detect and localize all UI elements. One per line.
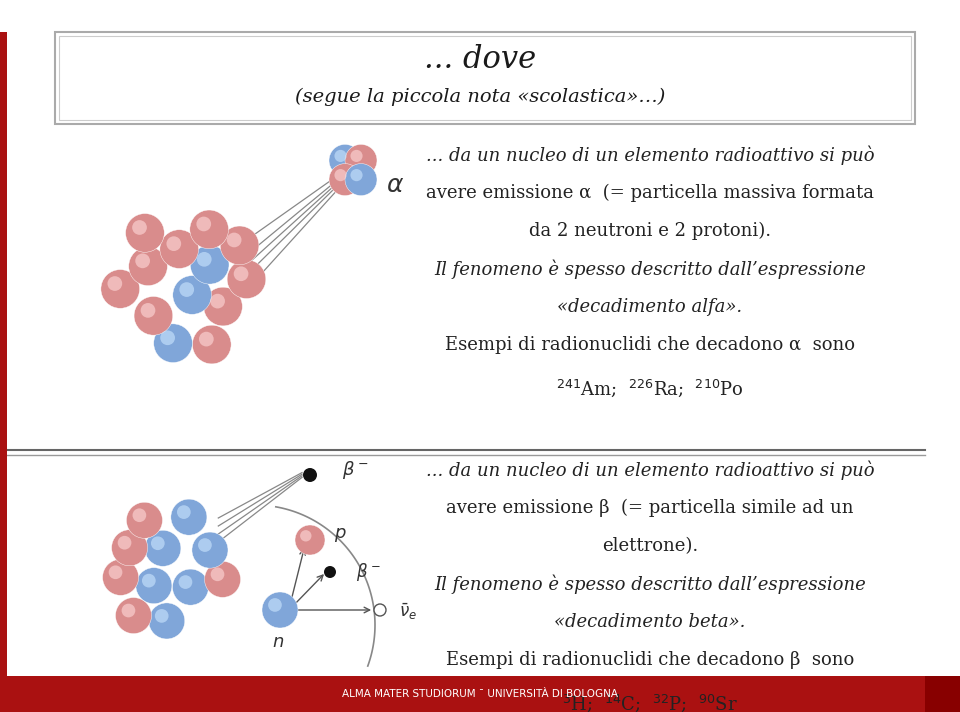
Circle shape: [220, 226, 259, 265]
Circle shape: [160, 330, 175, 345]
Text: $\beta^-$: $\beta^-$: [355, 561, 380, 583]
Text: $\alpha$: $\alpha$: [386, 174, 404, 197]
Circle shape: [135, 253, 150, 268]
Circle shape: [300, 530, 311, 542]
Circle shape: [145, 530, 180, 566]
Text: $^{3}$H;  $^{14}$C;  $^{32}$P;  $^{90}$Sr: $^{3}$H; $^{14}$C; $^{32}$P; $^{90}$Sr: [562, 692, 738, 712]
Circle shape: [197, 216, 211, 231]
Circle shape: [154, 324, 192, 362]
Circle shape: [160, 230, 199, 268]
Circle shape: [149, 603, 184, 639]
Circle shape: [132, 220, 147, 235]
Circle shape: [180, 282, 194, 297]
Circle shape: [135, 567, 172, 604]
Circle shape: [329, 164, 361, 196]
Circle shape: [228, 260, 266, 298]
Text: $p$: $p$: [334, 526, 347, 544]
Text: ... dove: ... dove: [424, 44, 536, 75]
Circle shape: [350, 169, 363, 181]
Circle shape: [262, 592, 298, 628]
Circle shape: [204, 561, 241, 597]
Text: «decadimento beta».: «decadimento beta».: [554, 613, 746, 631]
Circle shape: [101, 270, 139, 308]
Circle shape: [210, 294, 225, 308]
Circle shape: [108, 565, 123, 579]
Circle shape: [374, 604, 386, 616]
Circle shape: [329, 145, 361, 177]
Text: $^{241}$Am;  $^{226}$Ra;  $^{210}$Po: $^{241}$Am; $^{226}$Ra; $^{210}$Po: [556, 377, 744, 399]
Circle shape: [295, 525, 325, 555]
Circle shape: [334, 169, 347, 181]
Text: «decadimento alfa».: «decadimento alfa».: [558, 298, 743, 316]
Circle shape: [142, 574, 156, 587]
Circle shape: [233, 266, 249, 281]
Circle shape: [155, 609, 169, 623]
Text: ALMA MATER STUDIORUM ¯ UNIVERSITÀ DI BOLOGNA: ALMA MATER STUDIORUM ¯ UNIVERSITÀ DI BOL…: [342, 689, 618, 699]
Circle shape: [103, 560, 138, 595]
Bar: [925, 676, 960, 712]
Circle shape: [173, 276, 211, 314]
Text: Il fenomeno è spesso descritto dall’espressione: Il fenomeno è spesso descritto dall’espr…: [434, 575, 866, 594]
Circle shape: [350, 150, 363, 162]
Circle shape: [122, 604, 135, 617]
Circle shape: [129, 247, 167, 286]
Bar: [59, 36, 911, 120]
Text: $\bar{\nu}_e$: $\bar{\nu}_e$: [399, 602, 417, 622]
Circle shape: [227, 233, 242, 247]
Circle shape: [151, 536, 165, 550]
Bar: [0, 676, 960, 712]
Circle shape: [115, 597, 152, 634]
Text: elettrone).: elettrone).: [602, 537, 698, 555]
Circle shape: [134, 296, 173, 335]
Circle shape: [108, 276, 122, 291]
Circle shape: [192, 325, 231, 364]
Circle shape: [190, 210, 228, 248]
Circle shape: [132, 508, 146, 522]
Circle shape: [171, 499, 207, 535]
Circle shape: [192, 532, 228, 568]
Text: da 2 neutroni e 2 protoni).: da 2 neutroni e 2 protoni).: [529, 222, 771, 240]
Circle shape: [197, 252, 211, 267]
Text: ... da un nucleo di un elemento radioattivo si può: ... da un nucleo di un elemento radioatt…: [425, 460, 875, 480]
Circle shape: [173, 569, 208, 605]
Text: $\beta^-$: $\beta^-$: [342, 459, 369, 481]
Circle shape: [199, 332, 214, 347]
Circle shape: [190, 246, 229, 284]
Circle shape: [166, 236, 181, 251]
Circle shape: [324, 566, 336, 578]
Circle shape: [179, 575, 192, 589]
Circle shape: [126, 214, 164, 252]
Circle shape: [345, 145, 377, 177]
Bar: [55, 32, 915, 124]
Circle shape: [268, 598, 282, 612]
Text: (segue la piccola nota «scolastica»…): (segue la piccola nota «scolastica»…): [295, 88, 665, 106]
Circle shape: [303, 468, 317, 482]
Circle shape: [334, 150, 347, 162]
Circle shape: [127, 502, 162, 538]
Text: Esempi di radionuclidi che decadono β  sono: Esempi di radionuclidi che decadono β so…: [445, 651, 854, 669]
Circle shape: [210, 567, 225, 581]
Circle shape: [111, 530, 148, 566]
Text: ... da un nucleo di un elemento radioattivo si può: ... da un nucleo di un elemento radioatt…: [425, 145, 875, 164]
Circle shape: [141, 303, 156, 318]
Circle shape: [198, 538, 212, 552]
Bar: [0, 32, 7, 680]
Text: Il fenomeno è spesso descritto dall’espressione: Il fenomeno è spesso descritto dall’espr…: [434, 259, 866, 279]
Circle shape: [118, 536, 132, 550]
Circle shape: [177, 506, 191, 519]
Circle shape: [204, 287, 242, 326]
Text: avere emissione β  (= particella simile ad un: avere emissione β (= particella simile a…: [446, 499, 853, 517]
Text: avere emissione α  (= particella massiva formata: avere emissione α (= particella massiva …: [426, 184, 874, 202]
Text: Esempi di radionuclidi che decadono α  sono: Esempi di radionuclidi che decadono α so…: [445, 336, 855, 354]
Circle shape: [345, 164, 377, 196]
Text: $n$: $n$: [272, 633, 284, 651]
